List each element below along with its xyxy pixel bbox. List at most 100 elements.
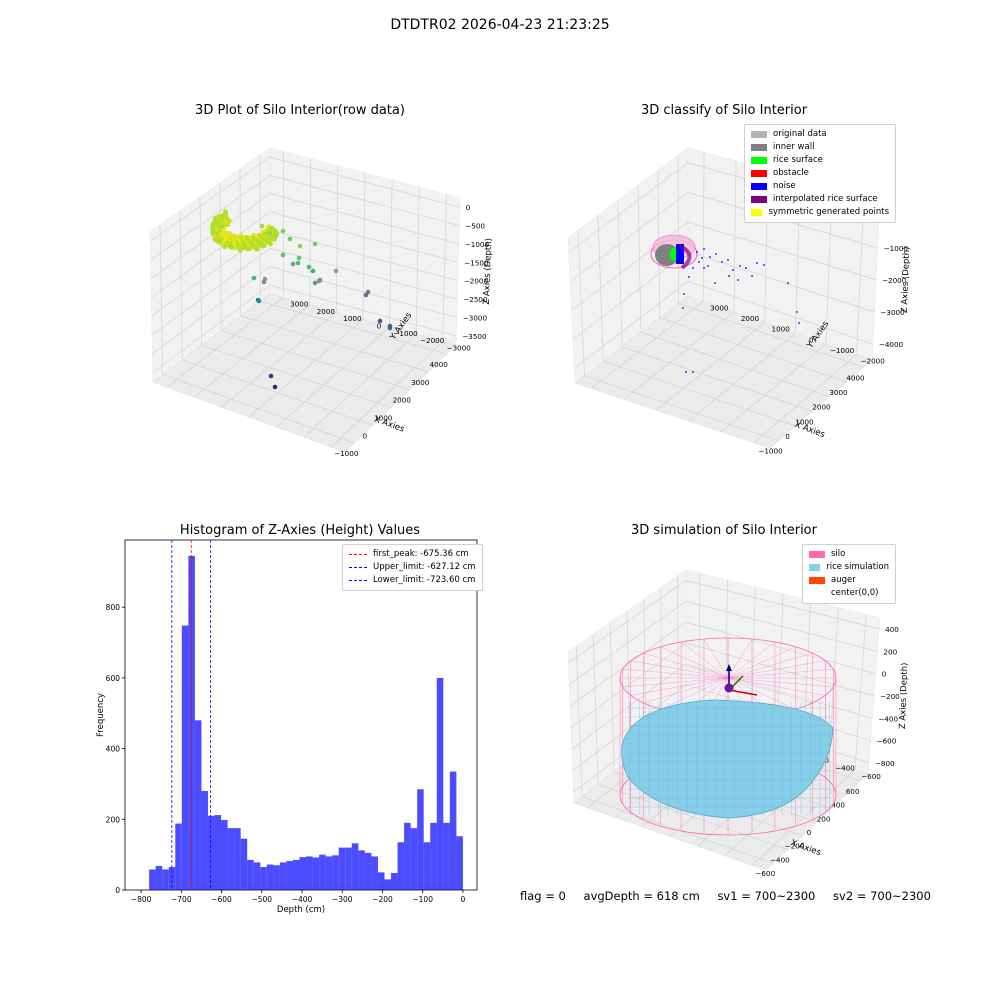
panel3-bar (430, 822, 437, 890)
panel4-silo-spoke (727, 646, 796, 679)
panel2-noise-point (732, 269, 734, 271)
panel3-bar (364, 852, 372, 890)
panel1-point (251, 275, 257, 281)
legend-label: rice simulation (826, 562, 889, 572)
panel3-xtick-label: −600 (211, 895, 232, 904)
panel4-grid-z (569, 600, 878, 685)
panel2-grid-x (597, 215, 796, 427)
panel1-point (267, 230, 273, 236)
panel3-xlabel: Depth (cm) (277, 905, 325, 915)
panel4-xtick-label: −200 (785, 842, 805, 851)
panel4-grid-z (571, 663, 873, 750)
panel4-silo-spoke (622, 668, 729, 679)
figure-suptitle: DTDTR02 2026-04-23 21:23:25 (390, 17, 610, 33)
panel1-xtick-label: −1000 (334, 449, 359, 458)
panel3-bar (201, 791, 208, 890)
panel2-ytick-label: 1000 (772, 325, 791, 334)
panel1-grid-y (276, 326, 390, 428)
panel4-xtick-label: −400 (770, 855, 790, 864)
panel3-bar (391, 873, 398, 890)
legend-entry: center(0,0) (809, 587, 889, 600)
panel3-bar (221, 820, 228, 890)
panel2-xtick-label: 1000 (795, 417, 814, 426)
panel1-point (259, 223, 265, 229)
panel4-grid-z (570, 642, 875, 728)
legend-label: first_peak: -675.36 cm (373, 549, 469, 559)
panel1-point (312, 280, 318, 286)
footer-flag: flag = 0 (520, 889, 566, 903)
panel2-noise-point (709, 256, 711, 258)
panel3-bar (247, 859, 254, 890)
panel2-grid-x (657, 170, 847, 383)
footer-sv2: sv2 = 700~2300 (833, 889, 931, 903)
panel4-xtick-label: 0 (807, 828, 812, 837)
panel2-noise-point (751, 275, 753, 277)
legend-entry: auger (809, 574, 889, 587)
panel4-silo-spoke (727, 677, 834, 688)
panel1-grid-z (151, 247, 458, 336)
panel2-noise-point (683, 293, 685, 295)
legend-swatch (751, 131, 767, 138)
panel4-silo-spoke (622, 677, 729, 688)
panel4-axis-arrowhead-z (726, 664, 732, 671)
panel2-title: 3D classify of Silo Interior (640, 103, 808, 118)
panel1-ytick-label: 1000 (343, 314, 362, 323)
panel2-ytick-label: −1000 (830, 346, 855, 355)
panel1-point (256, 298, 262, 304)
panel4-ztick-label: 0 (882, 670, 887, 679)
panel3-bar (181, 625, 189, 890)
panel1-grid-y (193, 304, 311, 398)
panel1-point (222, 209, 229, 215)
panel2-noise-point (728, 275, 730, 277)
panel2-grid-z (569, 192, 878, 282)
panel4-ztick-label: 400 (885, 625, 899, 634)
panel1-ztick-label: −1000 (465, 240, 490, 249)
panel2-grid-y (688, 333, 796, 422)
panel2-ytick-label: 0 (809, 335, 814, 344)
panel4-legend: silo rice simulation auger center(0,0) (802, 544, 896, 604)
panel4-silo-spoke (727, 677, 796, 710)
panel2-ztick-label: −3000 (880, 308, 905, 317)
panel4-grid-y (752, 769, 856, 866)
panel3-bar (214, 815, 222, 890)
panel1-point (273, 233, 279, 239)
panel3-bar (279, 862, 287, 890)
panel2-noise-point (737, 279, 739, 281)
panel2-grid-y (656, 322, 765, 411)
panel2-grid-x (677, 155, 864, 368)
panel4-ztick-label: −400 (878, 714, 898, 723)
panel1-ztick-label: −2000 (464, 277, 489, 286)
panel1-point (312, 241, 318, 247)
panel4-silo-spoke (660, 677, 729, 710)
panel2-noise-point (696, 251, 698, 253)
panel2-noise-point (703, 248, 705, 250)
legend-label: silo (831, 549, 846, 559)
panel1-point (306, 264, 312, 270)
panel4-ytick-label: −600 (861, 772, 881, 781)
panel1-grid-y (248, 319, 364, 418)
legend-swatch (751, 157, 767, 164)
panel3-bar (260, 867, 267, 890)
legend-label: obstacle (773, 168, 809, 178)
panel3-bar (306, 856, 313, 890)
panel1-grid-x (179, 210, 373, 426)
panel3-bar (456, 836, 463, 890)
panel3-legend: first_peak: -675.36 cm Upper_limit: -627.… (342, 544, 483, 591)
panel3-bar (319, 854, 326, 890)
panel4-ztick-label: −200 (880, 692, 900, 701)
panel1-point (272, 228, 278, 234)
panel1-point (363, 292, 369, 298)
panel1-point (377, 318, 383, 324)
panel1-ytick-label: −1000 (393, 329, 418, 338)
panel2-noise-point (756, 262, 758, 264)
panel3-ytick-label: 400 (106, 745, 121, 754)
legend-label: auger (831, 575, 856, 585)
panel1-xtick-label: 1000 (374, 413, 393, 422)
legend-label: center(0,0) (831, 588, 879, 598)
panel2-noise-point (682, 307, 684, 309)
panel2-grid-z (571, 221, 877, 311)
panel3-bar (443, 822, 450, 890)
panel3-xtick-label: 0 (461, 895, 466, 904)
panel2-interpolated-surface (679, 244, 692, 270)
